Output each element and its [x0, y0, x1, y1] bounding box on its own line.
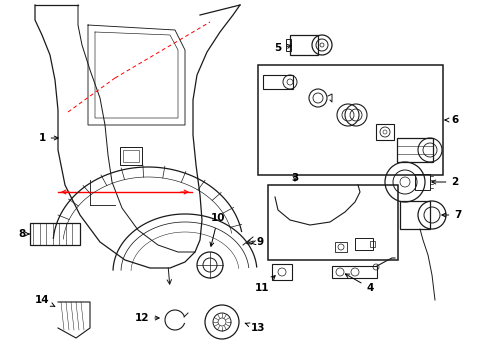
Bar: [289, 35, 317, 55]
Bar: [120, 147, 142, 165]
Text: 3: 3: [291, 173, 298, 183]
Bar: [334, 242, 346, 252]
Text: 10: 10: [209, 213, 225, 246]
Text: 11: 11: [254, 276, 275, 293]
Bar: [30, 223, 80, 245]
Text: 4: 4: [345, 274, 373, 293]
Text: 1: 1: [38, 133, 58, 143]
Bar: [331, 266, 376, 278]
Bar: [414, 174, 429, 190]
Bar: [399, 201, 429, 229]
Text: 9: 9: [250, 237, 263, 247]
Bar: [285, 39, 290, 51]
Bar: [369, 241, 374, 247]
Text: 13: 13: [244, 323, 264, 333]
Text: 7: 7: [441, 210, 461, 220]
Bar: [396, 138, 432, 162]
Text: 14: 14: [35, 295, 55, 306]
Bar: [375, 124, 393, 140]
Text: 6: 6: [444, 115, 458, 125]
Text: 12: 12: [135, 313, 159, 323]
Text: 5: 5: [274, 43, 290, 53]
Bar: [354, 238, 372, 250]
Bar: [267, 185, 397, 260]
Bar: [271, 264, 291, 280]
Text: 8: 8: [19, 229, 29, 239]
Bar: [258, 65, 442, 175]
Bar: [123, 150, 139, 162]
Text: 2: 2: [431, 177, 458, 187]
Bar: [263, 75, 292, 89]
